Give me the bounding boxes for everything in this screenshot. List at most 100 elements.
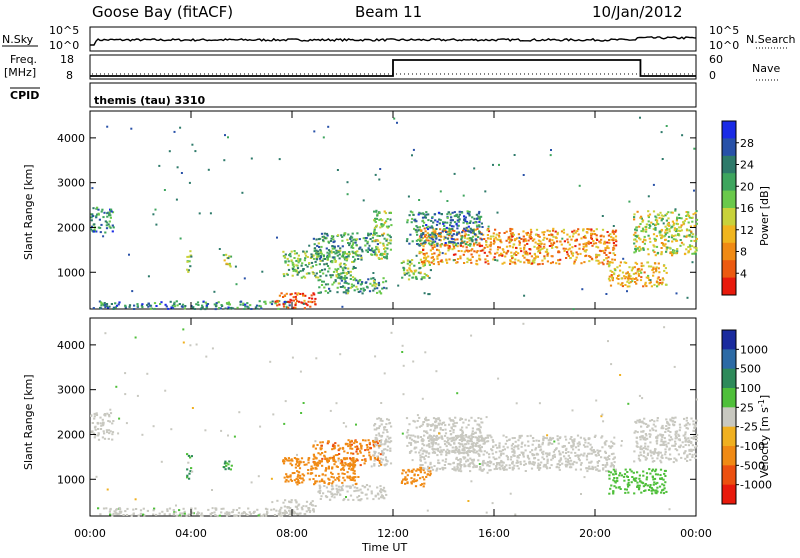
echo-cell [354,464,356,466]
echo-cell [448,247,450,249]
echo-cell [198,512,200,514]
echo-cell [415,470,417,472]
echo-cell [498,457,500,459]
echo-cell [588,255,590,257]
echo-cell [129,304,131,306]
echo-cell [514,154,516,156]
echo-cell [484,442,486,444]
echo-cell [425,419,427,421]
echo-cell [506,246,508,248]
echo-cell [478,455,480,457]
echo-cell [297,292,299,294]
echo-cell [485,437,487,439]
echo-cell [346,282,348,284]
echo-cell [369,485,371,487]
echo-cell [601,446,603,448]
echo-cell [586,467,588,469]
time-tick-label: 04:00 [175,527,207,540]
echo-cell [379,235,381,237]
echo-cell [434,219,436,221]
echo-cell [674,421,676,423]
echo-cell [440,453,442,455]
echo-cell [325,290,327,292]
echo-cell [450,433,452,435]
echo-cell [431,448,433,450]
echo-cell [377,247,379,249]
echo-cell [581,462,583,464]
echo-cell [340,486,342,488]
echo-cell [365,249,367,251]
echo-cell [187,271,189,273]
echo-cell [481,422,483,424]
echo-cell [372,290,374,292]
echo-cell [580,437,582,439]
echo-cell [381,420,383,422]
echo-cell [285,260,287,262]
echo-cell [548,439,550,441]
echo-cell [490,238,492,240]
echo-cell [473,459,475,461]
echo-cell [336,291,338,293]
echo-cell [355,460,357,462]
echo-cell [285,479,287,481]
echo-cell [451,228,453,230]
echo-cell [93,418,95,420]
echo-cell [466,238,468,240]
echo-cell [636,441,638,443]
echo-cell [131,515,133,517]
echo-cell [311,472,313,474]
echo-cell [543,237,545,239]
echo-cell [646,262,648,264]
echo-cell [694,437,696,439]
echo-cell [332,494,334,496]
echo-cell [346,277,348,279]
echo-cell [612,237,614,239]
echo-cell [182,328,184,330]
echo-cell [665,284,667,286]
echo-cell [549,467,551,469]
echo-cell [390,249,392,251]
echo-cell [480,426,482,428]
echo-cell [278,304,280,306]
echo-cell [305,464,307,466]
echo-cell [436,245,438,247]
echo-cell [517,252,519,254]
echo-cell [659,486,661,488]
echo-cell [293,300,295,302]
echo-cell [489,251,491,253]
echo-cell [655,270,657,272]
echo-cell [680,457,682,459]
echo-cell [454,417,456,419]
echo-cell [420,457,422,459]
echo-cell [481,238,483,240]
echo-cell [584,476,586,478]
echo-cell [385,240,387,242]
echo-cell [364,462,366,464]
echo-cell [347,292,349,294]
echo-cell [409,265,411,267]
echo-cell [580,493,582,495]
echo-cell [644,236,646,238]
echo-cell [652,268,654,270]
echo-cell [347,491,349,493]
echo-cell [326,458,328,460]
echo-cell [215,305,217,307]
echo-cell [659,217,661,219]
echo-cell [511,239,513,241]
echo-cell [170,301,172,303]
echo-cell [94,427,96,429]
echo-cell [481,463,483,465]
echo-cell [436,427,438,429]
echo-cell [253,511,255,513]
echo-cell [446,437,448,439]
echo-cell [653,420,655,422]
echo-cell [303,461,305,463]
echo-cell [546,437,548,439]
echo-cell [457,216,459,218]
echo-cell [679,439,681,441]
echo-cell [339,247,341,249]
echo-cell [329,274,331,276]
echo-cell [92,215,94,217]
echo-cell [515,254,517,256]
echo-cell [577,456,579,458]
